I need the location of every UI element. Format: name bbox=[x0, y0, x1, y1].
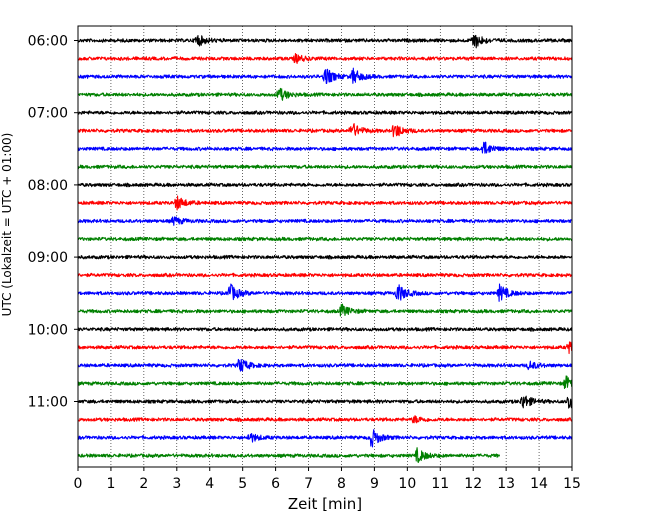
x-tick-label: 14 bbox=[530, 476, 548, 492]
y-tick-label: 08:00 bbox=[28, 178, 68, 194]
trace-1130 bbox=[77, 429, 573, 448]
trace-0845 bbox=[77, 236, 573, 242]
trace-0930 bbox=[77, 283, 573, 302]
trace-1015 bbox=[77, 341, 573, 355]
x-tick-label: 0 bbox=[74, 476, 83, 492]
x-tick-label: 7 bbox=[304, 476, 313, 492]
trace-0815 bbox=[77, 195, 573, 211]
trace-0800 bbox=[77, 182, 573, 188]
trace-1045 bbox=[77, 375, 573, 390]
x-tick-label: 10 bbox=[398, 476, 416, 492]
trace-0645 bbox=[77, 87, 573, 101]
trace-1100 bbox=[77, 395, 573, 409]
y-axis-label: UTC (Lokalzeit = UTC + 01:00) bbox=[0, 133, 14, 317]
trace-1000 bbox=[77, 326, 573, 332]
x-axis: 0 1 2 3 4 5 6 7 8 9 10 11 12 13 14 15 bbox=[74, 467, 581, 492]
y-tick-label: 06:00 bbox=[28, 34, 68, 50]
x-tick-label: 5 bbox=[238, 476, 247, 492]
y-tick-label: 07:00 bbox=[28, 106, 68, 122]
x-tick-label: 6 bbox=[271, 476, 280, 492]
y-tick-label: 09:00 bbox=[28, 250, 68, 266]
y-axis: 06:00 07:00 08:00 09:00 10:00 11:00 bbox=[28, 34, 78, 411]
x-axis-label: Zeit [min] bbox=[288, 495, 362, 513]
seismogram-traces bbox=[77, 34, 573, 463]
trace-1115 bbox=[77, 415, 573, 424]
trace-1030 bbox=[77, 358, 573, 372]
trace-0830 bbox=[77, 216, 573, 226]
x-tick-label: 11 bbox=[431, 476, 449, 492]
trace-0600 bbox=[77, 34, 573, 49]
trace-0730 bbox=[77, 141, 573, 154]
x-tick-label: 4 bbox=[205, 476, 214, 492]
y-tick-label: 10:00 bbox=[28, 322, 68, 338]
trace-1145 bbox=[77, 447, 501, 463]
plot-frame bbox=[77, 25, 573, 468]
x-tick-label: 15 bbox=[563, 476, 581, 492]
x-tick-label: 12 bbox=[464, 476, 482, 492]
y-tick-label: 11:00 bbox=[28, 395, 68, 411]
trace-0630 bbox=[77, 67, 573, 84]
trace-0715 bbox=[77, 123, 573, 138]
x-tick-label: 13 bbox=[497, 476, 515, 492]
x-tick-label: 2 bbox=[139, 476, 148, 492]
x-tick-label: 9 bbox=[370, 476, 379, 492]
trace-0700 bbox=[77, 110, 573, 116]
x-tick-label: 3 bbox=[172, 476, 181, 492]
x-tick-label: 8 bbox=[337, 476, 346, 492]
trace-0745 bbox=[77, 164, 573, 170]
trace-0900 bbox=[77, 254, 573, 260]
trace-0615 bbox=[77, 53, 573, 65]
trace-0945 bbox=[77, 303, 573, 317]
x-tick-label: 1 bbox=[106, 476, 115, 492]
trace-0915 bbox=[77, 272, 573, 278]
